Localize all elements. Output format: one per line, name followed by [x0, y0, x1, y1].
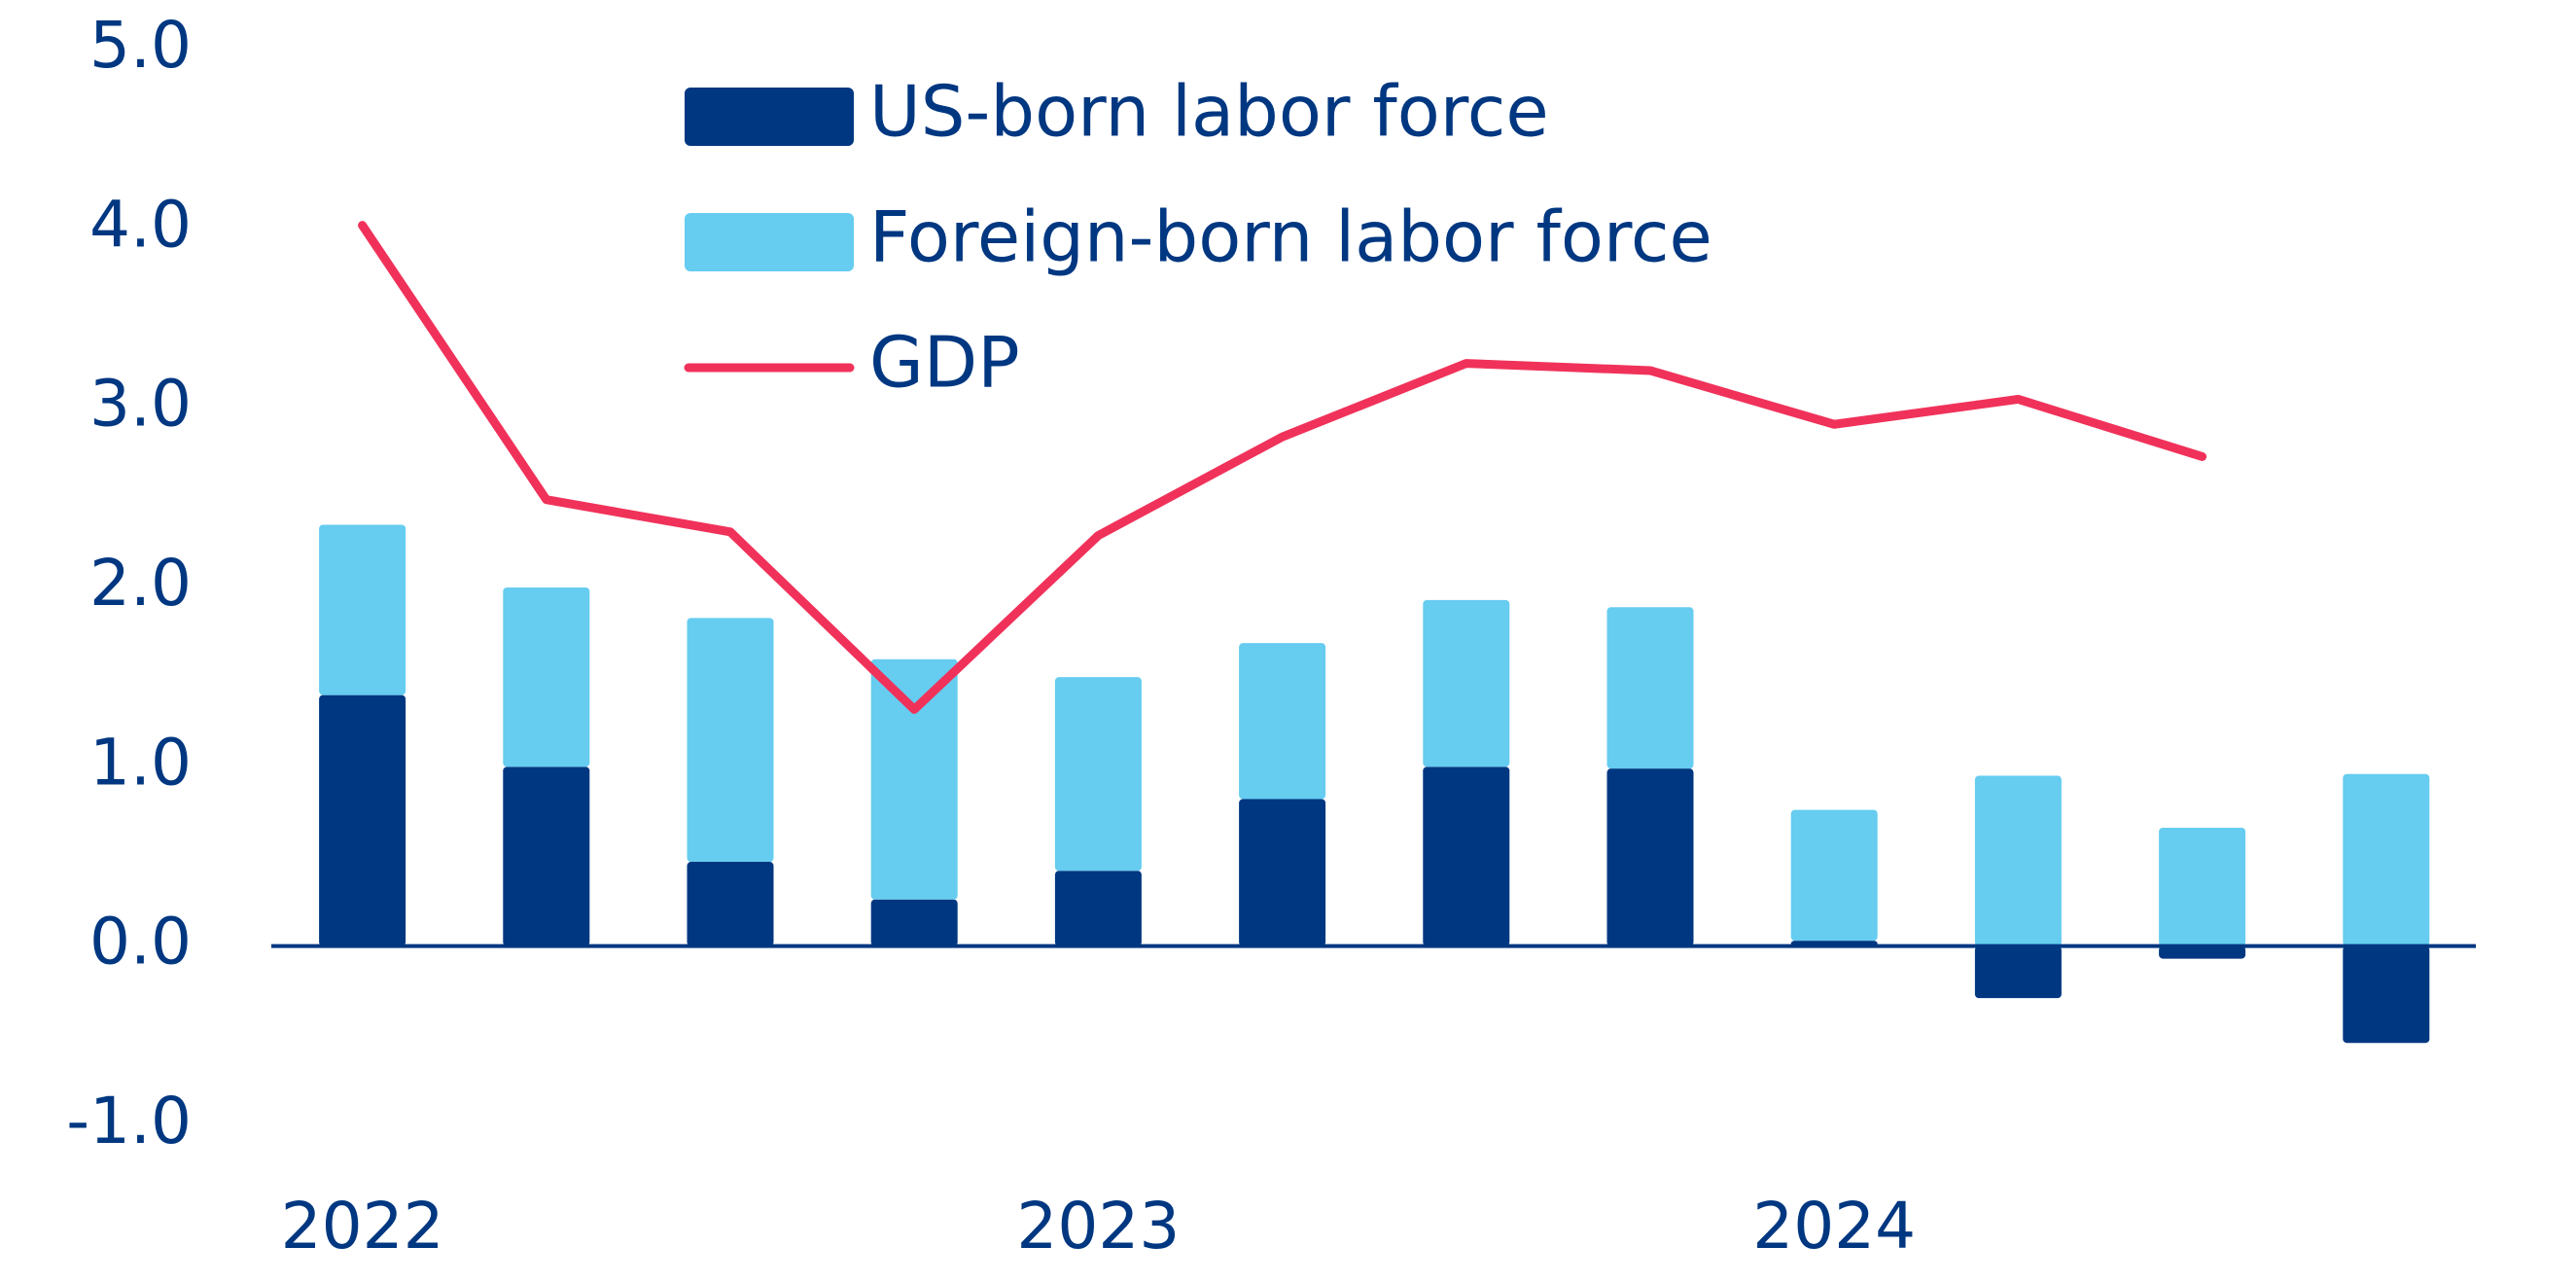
x-tick-label: 2023 — [1016, 1189, 1180, 1264]
bar — [1054, 677, 1142, 872]
bar — [1606, 607, 1694, 769]
bar — [1974, 775, 2062, 946]
bar — [503, 588, 590, 767]
bar — [2343, 945, 2430, 1044]
legend-swatch — [685, 88, 854, 146]
bar — [1239, 799, 1326, 946]
y-tick-label: 2.0 — [89, 546, 192, 621]
legend-label: GDP — [869, 322, 1020, 404]
bar — [1790, 809, 1878, 942]
legend-label: Foreign-born labor force — [869, 196, 1712, 278]
bar — [1054, 871, 1142, 946]
bar — [319, 694, 406, 946]
y-tick-label: 3.0 — [89, 367, 192, 442]
y-tick-label: 0.0 — [89, 905, 192, 979]
legend-swatch — [685, 213, 854, 271]
bar — [2343, 773, 2430, 946]
y-tick-label: 5.0 — [89, 8, 192, 83]
bar — [687, 862, 774, 946]
bar — [1239, 643, 1326, 800]
legend-label: US-born labor force — [869, 71, 1549, 153]
y-tick-label: -1.0 — [66, 1084, 192, 1158]
gdp-line — [358, 221, 2207, 714]
bar — [1974, 945, 2062, 999]
bar — [870, 659, 958, 900]
bar — [1423, 599, 1510, 767]
bar — [2159, 945, 2246, 959]
x-tick-label: 2024 — [1752, 1189, 1916, 1264]
bar — [319, 524, 406, 695]
y-tick-label: 1.0 — [89, 725, 192, 800]
y-tick-label: 4.0 — [89, 187, 192, 262]
bar — [1606, 768, 1694, 946]
bar — [1423, 766, 1510, 946]
bar — [2159, 828, 2246, 946]
bar — [870, 899, 958, 946]
x-tick-label: 2022 — [281, 1189, 444, 1264]
bar — [503, 766, 590, 946]
bar — [687, 618, 774, 863]
